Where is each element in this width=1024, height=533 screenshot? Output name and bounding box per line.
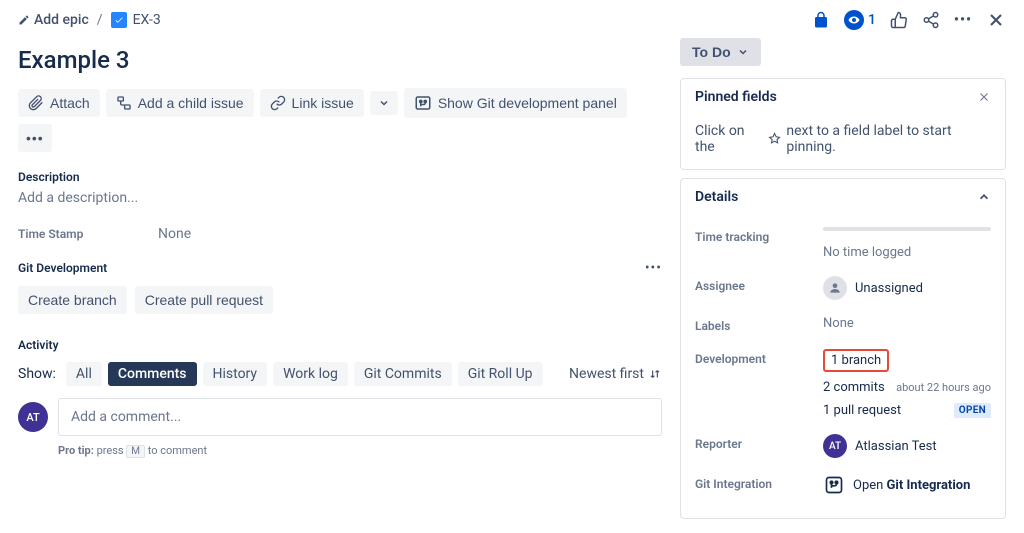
unassigned-avatar-icon — [823, 276, 847, 300]
lock-icon[interactable] — [812, 11, 830, 29]
watch-button[interactable]: 1 — [844, 10, 876, 30]
link-issue-button[interactable]: Link issue — [260, 89, 364, 117]
description-label: Description — [18, 170, 662, 184]
user-avatar: AT — [18, 402, 48, 432]
breadcrumb: Add epic / EX-3 — [18, 12, 161, 28]
chevron-down-icon — [378, 97, 390, 109]
development-label: Development — [695, 349, 823, 366]
link-issue-dropdown[interactable] — [370, 91, 398, 115]
branch-link[interactable]: 1 branch — [823, 349, 889, 372]
tab-gitcommits[interactable]: Git Commits — [354, 362, 452, 386]
add-child-button[interactable]: Add a child issue — [106, 89, 254, 117]
timestamp-label: Time Stamp — [18, 227, 158, 241]
attach-label: Attach — [50, 95, 90, 111]
description-placeholder[interactable]: Add a description... — [18, 190, 662, 206]
activity-label: Activity — [18, 338, 662, 352]
gitdev-more-icon[interactable]: ••• — [645, 260, 662, 276]
child-issue-icon — [116, 95, 132, 111]
comment-input[interactable]: Add a comment... — [58, 398, 662, 436]
attachment-icon — [28, 95, 44, 111]
tab-gitrollup[interactable]: Git Roll Up — [458, 362, 543, 386]
more-actions-icon[interactable]: ••• — [954, 12, 972, 28]
gitdev-label: Git Development — [18, 261, 107, 275]
labels-value[interactable]: None — [823, 316, 991, 331]
pinned-fields-title: Pinned fields — [695, 89, 777, 105]
status-label: To Do — [692, 44, 731, 60]
pinned-hint: Click on the next to a field label to st… — [695, 123, 991, 155]
assignee-value[interactable]: Unassigned — [823, 276, 991, 300]
chevron-down-icon — [737, 46, 749, 58]
commits-link[interactable]: 2 commits — [823, 380, 885, 395]
show-git-panel-label: Show Git development panel — [438, 95, 617, 111]
assignee-label: Assignee — [695, 276, 823, 293]
toolbar-more-button[interactable]: ••• — [18, 124, 52, 152]
pencil-icon — [18, 14, 30, 26]
pr-link[interactable]: 1 pull request — [823, 403, 901, 418]
tab-comments[interactable]: Comments — [108, 362, 197, 386]
status-dropdown[interactable]: To Do — [680, 38, 761, 66]
sort-label: Newest first — [569, 366, 644, 382]
create-pr-button[interactable]: Create pull request — [135, 286, 273, 314]
close-pinned-icon[interactable] — [977, 90, 991, 104]
close-icon[interactable] — [986, 10, 1006, 30]
pinned-fields-header[interactable]: Pinned fields — [681, 79, 1005, 115]
timetracking-label: Time tracking — [695, 227, 823, 244]
gitintegration-link[interactable]: Open Git Integration — [823, 474, 991, 496]
tab-worklog[interactable]: Work log — [273, 362, 348, 386]
reporter-value[interactable]: AT Atlassian Test — [823, 434, 991, 458]
tab-all[interactable]: All — [66, 362, 102, 386]
details-title: Details — [695, 189, 738, 205]
pr-status-badge: OPEN — [954, 403, 991, 418]
show-git-panel-button[interactable]: Show Git development panel — [404, 88, 627, 118]
add-epic-label: Add epic — [34, 12, 89, 28]
commits-ago: about 22 hours ago — [896, 381, 991, 394]
gitintegration-label: Git Integration — [695, 474, 823, 491]
protip-text: Pro tip: press M to comment — [58, 444, 662, 457]
issue-title[interactable]: Example 3 — [18, 46, 662, 74]
timestamp-value[interactable]: None — [158, 226, 191, 242]
like-icon[interactable] — [890, 11, 908, 29]
breadcrumb-separator: / — [97, 12, 103, 28]
tab-history[interactable]: History — [203, 362, 268, 386]
link-icon — [270, 95, 286, 111]
show-label: Show: — [18, 366, 56, 382]
add-child-label: Add a child issue — [138, 95, 244, 111]
timetracking-value: No time logged — [823, 245, 991, 260]
link-issue-label: Link issue — [292, 95, 354, 111]
git-integration-icon — [823, 474, 845, 496]
sort-button[interactable]: Newest first — [569, 366, 662, 382]
issue-key-label: EX-3 — [133, 12, 161, 28]
add-epic-link[interactable]: Add epic — [18, 12, 89, 28]
reporter-label: Reporter — [695, 434, 823, 451]
share-icon[interactable] — [922, 11, 940, 29]
pin-icon — [768, 132, 781, 146]
git-panel-icon — [414, 94, 432, 112]
reporter-avatar: AT — [823, 434, 847, 458]
timetrack-bar[interactable] — [823, 227, 991, 231]
breadcrumb-issue[interactable]: EX-3 — [111, 12, 161, 28]
details-header[interactable]: Details — [681, 179, 1005, 215]
issue-type-icon — [111, 12, 127, 28]
create-branch-button[interactable]: Create branch — [18, 286, 127, 314]
labels-label: Labels — [695, 316, 823, 333]
watch-count: 1 — [868, 12, 876, 28]
eye-icon — [844, 10, 864, 30]
attach-button[interactable]: Attach — [18, 89, 100, 117]
sort-icon — [648, 367, 662, 381]
chevron-up-icon — [977, 190, 991, 204]
